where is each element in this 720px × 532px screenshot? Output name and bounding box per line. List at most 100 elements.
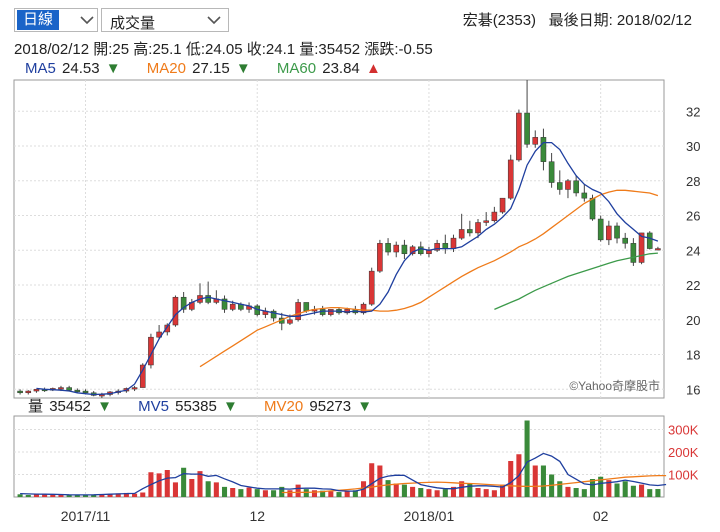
candle-body xyxy=(74,389,81,392)
price-tick-label: 16 xyxy=(686,382,700,397)
arrow-down-icon: ▼ xyxy=(357,398,373,415)
volume-bar xyxy=(344,491,350,497)
price-panel-frame xyxy=(13,79,665,399)
volume-bar xyxy=(320,490,326,497)
volume-bar xyxy=(58,494,64,497)
volume-bar xyxy=(418,488,424,497)
volume-bar xyxy=(450,486,457,497)
volume-bar xyxy=(271,490,277,497)
volume-bar xyxy=(295,484,301,497)
candle-body xyxy=(344,309,350,314)
candle-body xyxy=(377,243,383,272)
price-tick-label: 20 xyxy=(686,313,700,328)
candle-body xyxy=(417,246,424,255)
candle-body xyxy=(66,387,72,391)
volume-bar xyxy=(205,481,211,497)
candle-body xyxy=(507,159,514,199)
volume-bar xyxy=(491,490,497,497)
vol-label: 量 xyxy=(28,398,44,415)
volume-bar xyxy=(279,486,285,497)
date-tick-label: 02 xyxy=(593,508,609,524)
candle-body xyxy=(25,390,32,394)
candle-body xyxy=(516,112,522,161)
mv20-line xyxy=(281,474,667,494)
candle-body xyxy=(548,161,555,183)
candle-body xyxy=(311,309,318,312)
candle-body xyxy=(221,298,228,310)
volume-bar xyxy=(540,465,546,497)
candle-body xyxy=(41,389,48,392)
arrow-up-icon: ▲ xyxy=(365,60,381,77)
volume-bar xyxy=(221,486,228,497)
candle-body xyxy=(409,246,416,255)
volume-bar xyxy=(132,493,138,497)
candle-body xyxy=(352,309,359,314)
candle-body xyxy=(254,305,261,315)
volume-bar xyxy=(647,489,653,497)
volume-bar xyxy=(532,465,538,497)
candle-body xyxy=(197,295,203,303)
ohlc-close: 收:24.1 xyxy=(246,41,296,58)
candle-body xyxy=(58,387,64,390)
volume-bar xyxy=(197,471,203,497)
volume-bar xyxy=(140,492,146,497)
volume-bar xyxy=(393,483,399,497)
indicator-select[interactable]: 成交量 xyxy=(101,8,229,32)
candle-body xyxy=(319,309,326,315)
candle-body xyxy=(401,244,408,255)
volume-bar xyxy=(74,495,80,497)
ma60-value: 23.84 xyxy=(322,60,360,77)
candle-body xyxy=(646,232,653,249)
candle-body xyxy=(115,390,122,393)
candle-body xyxy=(172,296,179,326)
candle-body xyxy=(483,220,489,223)
volume-bar xyxy=(230,488,236,497)
candle-body xyxy=(442,243,449,249)
volume-bar xyxy=(434,490,440,497)
volume-bar xyxy=(369,463,375,497)
ma-legend: MA5 24.53 ▼ MA20 27.15 ▼ MA60 23.84 ▲ xyxy=(25,60,383,77)
volume-bar xyxy=(262,490,268,497)
price-tick-label: 26 xyxy=(686,209,700,224)
ma60-line xyxy=(494,252,658,310)
volume-bar xyxy=(336,492,342,497)
candle-body xyxy=(622,237,628,244)
candle-body xyxy=(360,303,367,314)
volume-bar xyxy=(557,481,563,497)
ma5-value: 24.53 xyxy=(62,60,100,77)
candle-body xyxy=(33,389,40,392)
candle-body xyxy=(180,296,187,310)
period-select[interactable]: 日線 xyxy=(14,8,98,32)
candle-body xyxy=(589,197,596,220)
mv20-value: 95273 xyxy=(309,398,352,415)
date-tick-label: 12 xyxy=(249,508,265,524)
candle-body xyxy=(82,390,89,394)
candle-body xyxy=(189,302,195,310)
price-tick-label: 24 xyxy=(686,243,700,258)
volume-bar xyxy=(156,473,162,497)
candle-body xyxy=(131,387,138,390)
candle-body xyxy=(467,229,473,234)
ohlc-open: 開:25 xyxy=(93,41,130,58)
candle-body xyxy=(475,222,481,234)
candle-body xyxy=(246,305,252,310)
volume-bar xyxy=(581,489,587,497)
volume-bar xyxy=(442,489,448,497)
volume-bar xyxy=(303,489,309,497)
candle-body xyxy=(336,309,342,314)
ohlc-change: 漲跌:-0.55 xyxy=(364,41,433,58)
date-tick-label: 2017/11 xyxy=(61,508,111,524)
header-info: 宏碁(2353) 最後日期: 2018/02/12 xyxy=(463,9,692,30)
volume-bar xyxy=(328,491,334,497)
candle-body xyxy=(458,229,465,239)
volume-bar xyxy=(238,489,244,497)
volume-bar xyxy=(17,494,23,497)
candle-body xyxy=(270,310,277,319)
volume-bar xyxy=(82,494,89,497)
price-tick-label: 28 xyxy=(686,174,700,189)
mv20-label: MV20 xyxy=(264,398,304,415)
candle-body xyxy=(213,298,220,303)
candle-body xyxy=(385,243,391,253)
volume-bar xyxy=(565,486,571,497)
